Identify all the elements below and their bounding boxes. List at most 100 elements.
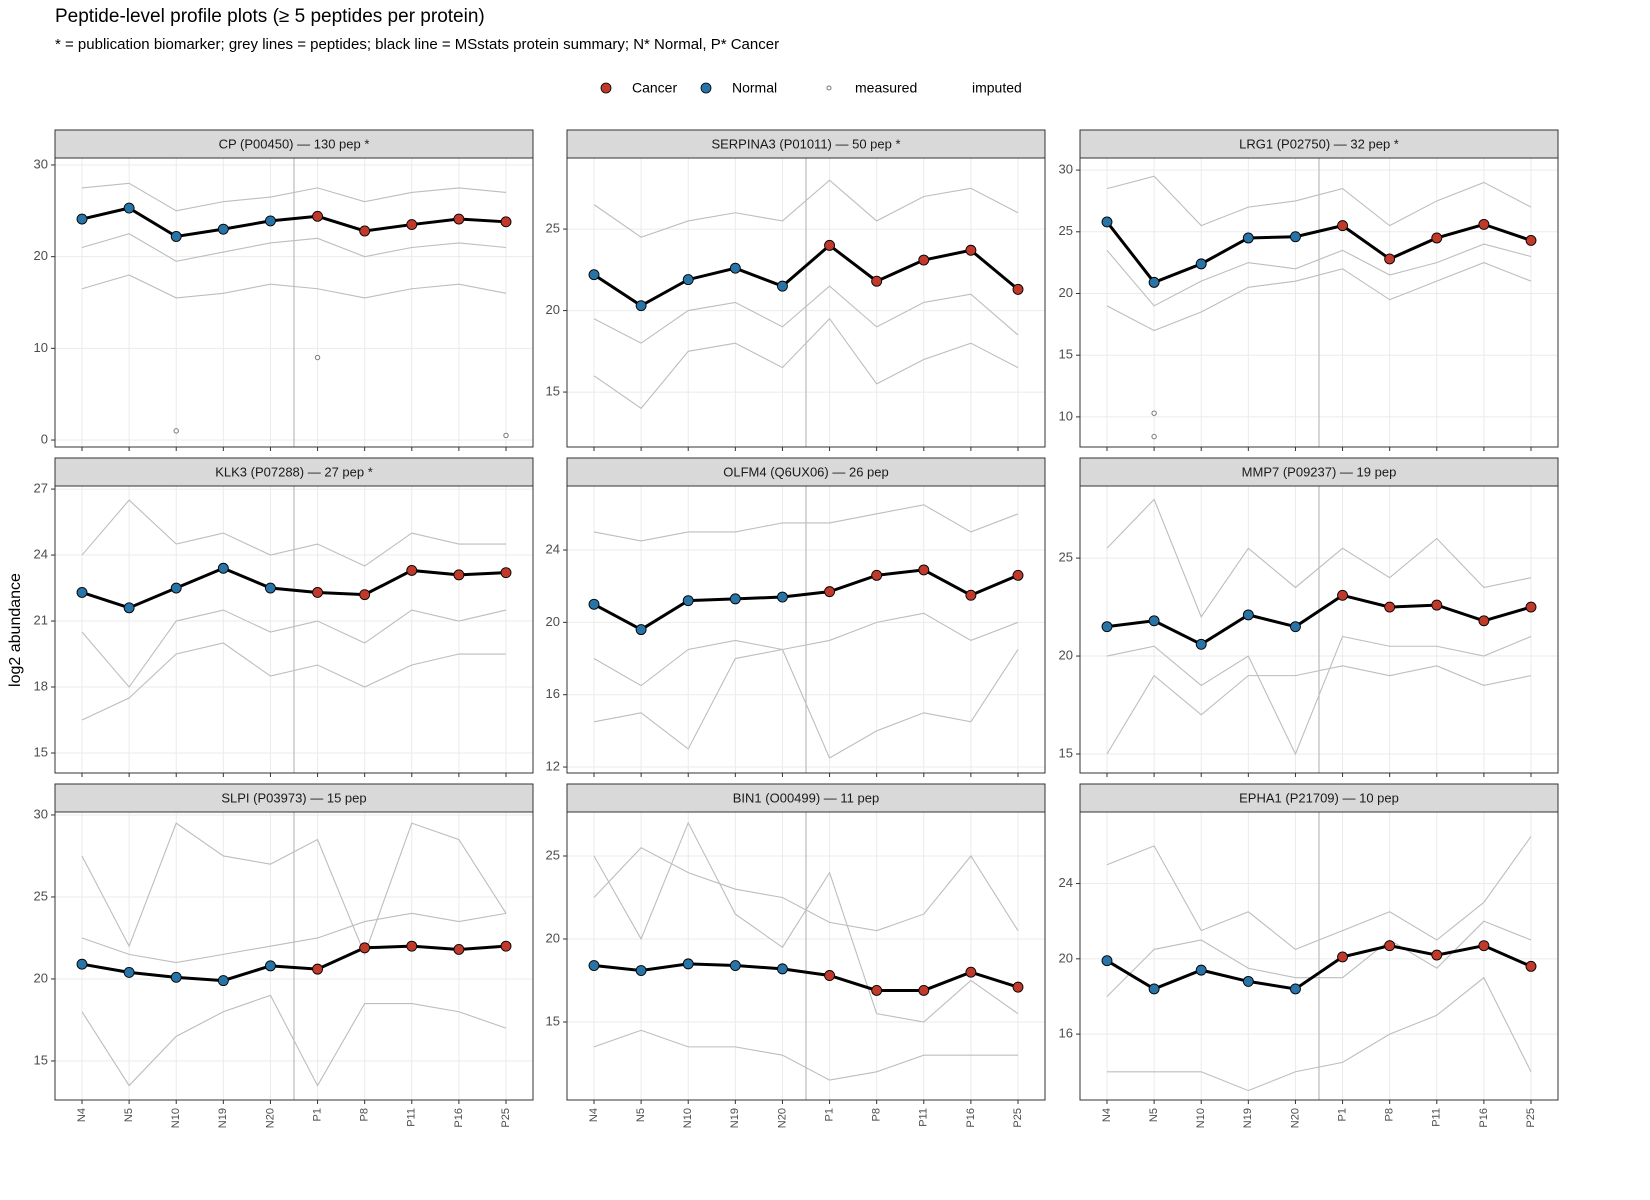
peptide-line [81,822,507,956]
y-tick-label: 30 [34,156,48,171]
protein-point [824,586,836,598]
x-tick-label: N20 [1289,1108,1301,1128]
y-tick-label: 20 [546,614,560,629]
strip [566,129,1046,159]
strip [1079,129,1559,159]
x-tick-label: P8 [359,1108,371,1121]
x-tick-label: N4 [588,1108,600,1122]
peptide-line [1106,920,1532,997]
protein-point [635,624,647,636]
protein-point [1242,232,1254,244]
protein-line [1105,220,1532,285]
protein-point [170,971,182,983]
protein-point [682,274,694,286]
protein-point [123,602,135,614]
peptide-line [81,994,507,1087]
y-tick-label: 24 [546,541,560,556]
peptide-line [593,179,1019,238]
protein-line [593,568,1019,632]
protein-point [1478,218,1490,230]
y-tick-label: 20 [546,930,560,945]
strip-title: MMP7 (P09237) — 19 pep [1242,464,1397,479]
protein-point [871,569,883,581]
protein-point [1242,609,1254,621]
protein-point [217,562,229,574]
protein-point [871,984,883,996]
strip [1079,457,1559,487]
protein-point [217,975,229,987]
peptide-line [1106,243,1532,307]
x-tick-label: N5 [123,1108,135,1122]
protein-point [729,593,741,605]
protein-point [76,586,88,598]
protein-point [965,589,977,601]
y-tick-label: 15 [34,744,48,759]
y-tick-label: 20 [546,302,560,317]
strip [1079,783,1559,813]
measured-point [503,432,509,439]
protein-point [1101,216,1113,228]
x-tick-label: P25 [1525,1108,1537,1128]
x-tick-label: N20 [776,1108,788,1128]
protein-point [264,582,276,594]
peptide-line [593,847,1019,932]
y-tick-label: 16 [1059,1026,1073,1041]
protein-point [1148,615,1160,627]
x-tick-label: P11 [918,1108,930,1127]
strip [54,457,534,487]
protein-point [500,216,512,228]
protein-point [1012,981,1024,993]
y-tick-label: 30 [1059,162,1073,177]
protein-point [918,984,930,996]
protein-point [1289,983,1301,995]
protein-point [588,960,600,971]
y-tick-label: 25 [546,847,560,862]
y-tick-label: 10 [1059,408,1073,423]
x-tick-label: N19 [217,1108,229,1128]
protein-point [1195,258,1207,270]
y-tick-label: 25 [34,888,48,903]
peptide-line [1106,175,1532,227]
protein-line [1106,593,1532,647]
protein-point [1384,601,1396,613]
protein-point [312,210,324,222]
y-tick-label: 18 [34,678,48,693]
protein-point [776,591,788,603]
protein-point [500,940,512,952]
y-tick-label: 20 [1059,285,1073,300]
legend-label: Cancer [632,80,677,96]
y-tick-label: 24 [34,546,48,561]
protein-point [123,202,135,214]
strip-title: LRG1 (P02750) — 32 pep * [1239,136,1399,151]
protein-point [1431,599,1443,611]
y-tick-label: 15 [1059,745,1073,760]
y-tick-label: 25 [546,221,560,236]
legend-swatch [826,85,832,91]
protein-point [170,231,182,242]
protein-line [593,962,1019,992]
y-tick-label: 15 [546,384,560,399]
protein-point [359,942,371,954]
legend-label: Normal [732,80,777,96]
protein-point [918,564,930,576]
x-tick-label: N5 [1148,1108,1160,1122]
protein-point [588,598,600,610]
protein-point [264,960,276,972]
peptide-line [1107,976,1532,1092]
protein-point [1337,951,1349,963]
protein-point [635,300,647,312]
protein-point [76,213,88,225]
protein-point [1525,601,1537,613]
y-tick-label: 10 [34,340,48,355]
protein-point [453,943,465,955]
x-tick-label: P1 [823,1108,835,1121]
protein-point [1101,955,1113,967]
legend-swatch [600,82,612,94]
protein-line [593,243,1019,308]
protein-point [1148,983,1160,995]
protein-point [965,244,977,256]
y-tick-label: 20 [1059,950,1073,965]
protein-point [406,565,418,576]
y-tick-label: 20 [34,970,48,985]
